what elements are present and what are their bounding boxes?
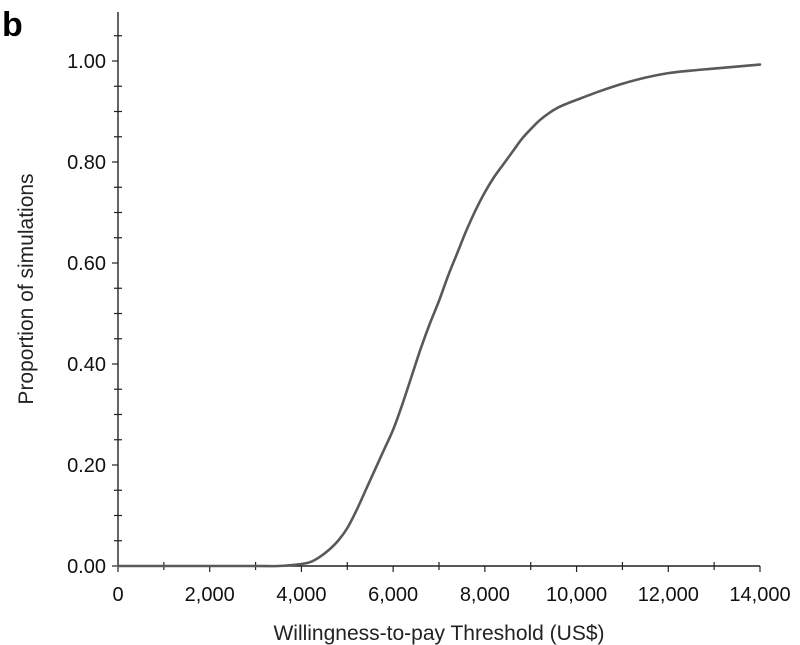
y-tick-label: 0.40 — [67, 354, 106, 376]
y-tick-label: 1.00 — [67, 51, 106, 73]
y-tick-label: 0.00 — [67, 556, 106, 578]
x-tick-label: 6,000 — [368, 584, 418, 606]
x-tick-label: 12,000 — [638, 584, 699, 606]
x-tick-label: 14,000 — [729, 584, 790, 606]
x-tick-label: 10,000 — [546, 584, 607, 606]
x-tick-labels: 0 2,000 4,000 6,000 8,000 10,000 12,000 14,000 — [112, 584, 790, 606]
y-tick-label: 0.20 — [67, 455, 106, 477]
series-group — [116, 63, 762, 568]
y-tick-labels: 0.00 0.20 0.40 0.60 0.80 1.00 — [67, 51, 106, 578]
x-tick-label: 8,000 — [460, 584, 510, 606]
y-tick-label: 0.60 — [67, 253, 106, 275]
y-axis-title: Proportion of simulations — [15, 173, 38, 404]
acceptability-curve-line — [116, 63, 762, 568]
x-tick-label: 0 — [112, 584, 123, 606]
x-axis-title: Willingness-to-pay Threshold (US$) — [273, 622, 604, 645]
x-tick-label: 4,000 — [276, 584, 326, 606]
x-tick-label: 2,000 — [185, 584, 235, 606]
y-tick-label: 0.80 — [67, 152, 106, 174]
panel-label: b — [2, 6, 23, 44]
y-ticks — [112, 35, 122, 567]
